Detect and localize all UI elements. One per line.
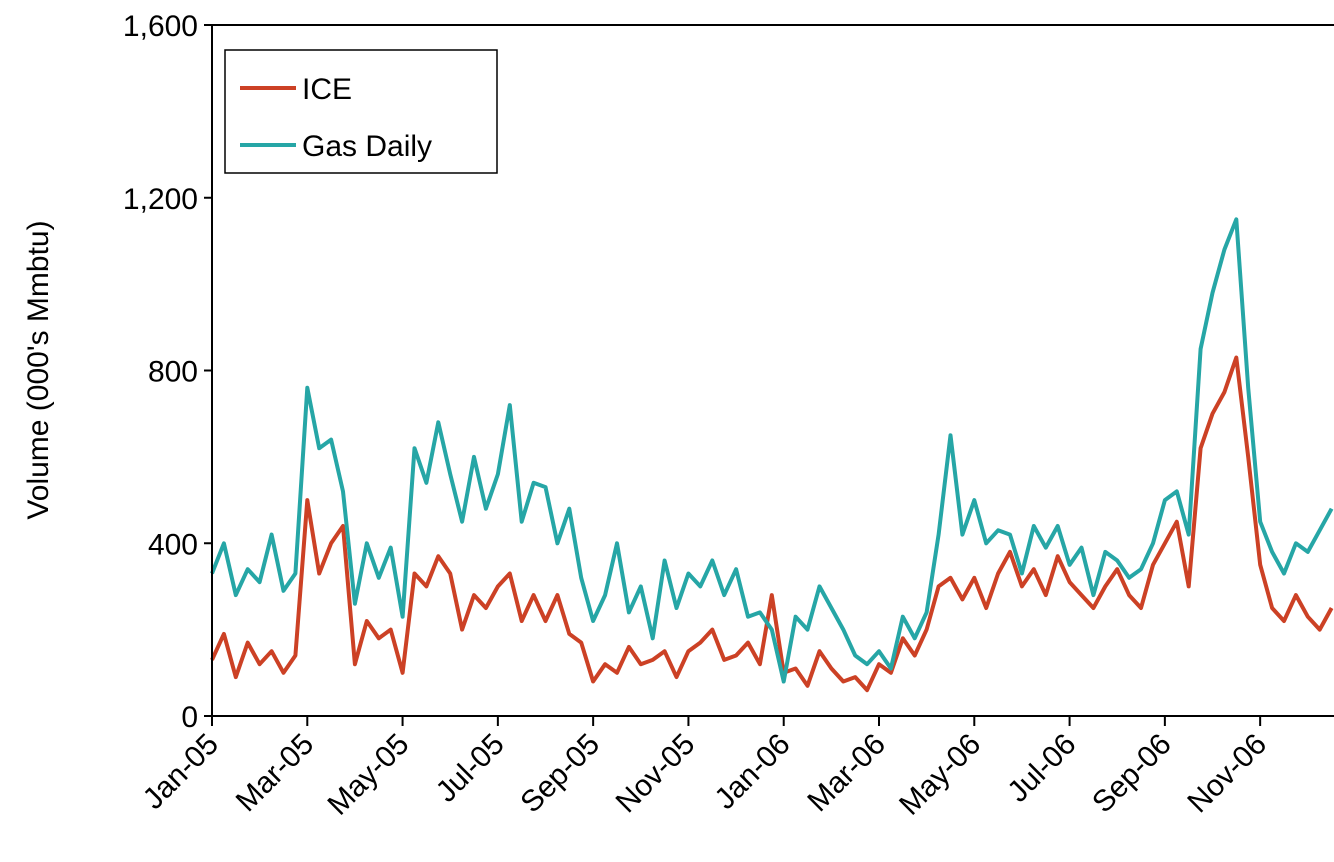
series-line (210, 217, 1334, 684)
y-tick-label: 1,200 (123, 183, 198, 216)
y-tick-label: 0 (181, 701, 198, 734)
y-tick-label: 800 (148, 356, 198, 389)
x-tick-label: Nov-06 (1181, 728, 1273, 820)
y-tick-label: 1,600 (123, 10, 198, 43)
x-tick-label: Sep-05 (514, 728, 606, 820)
x-tick-label: Sep-06 (1086, 728, 1178, 820)
x-tick-label: Jan-05 (137, 728, 225, 816)
x-tick-label: Jul-05 (430, 728, 511, 809)
x-tick-label: Jan-06 (708, 728, 796, 816)
x-tick-label: Nov-05 (610, 728, 702, 820)
x-tick-label: May-06 (893, 728, 987, 822)
y-tick-label: 400 (148, 528, 198, 561)
x-tick-label: Mar-05 (230, 728, 321, 819)
legend-box (224, 49, 498, 174)
legend-label: Gas Daily (302, 130, 432, 163)
y-axis-label: Volume (000's Mmbtu) (22, 220, 55, 519)
legend: ICE Gas Daily (224, 49, 498, 174)
series-line (210, 355, 1334, 693)
legend-label: ICE (302, 73, 352, 106)
x-tick-label: May-05 (321, 728, 415, 822)
x-tick-label: Jul-06 (1001, 728, 1082, 809)
x-tick-label: Mar-06 (801, 728, 892, 819)
